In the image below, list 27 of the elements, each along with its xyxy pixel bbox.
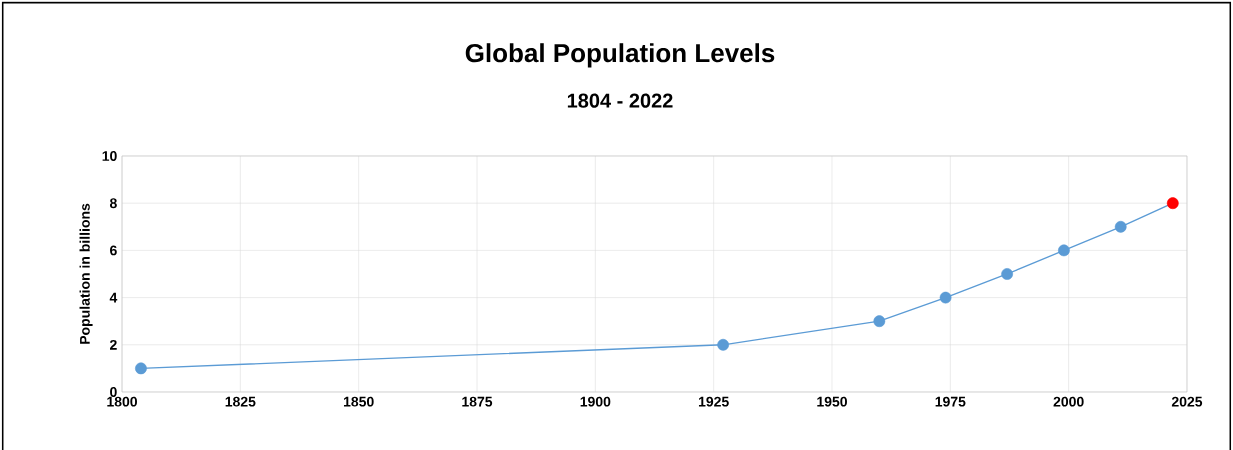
point xyxy=(1114,220,1127,233)
x-tick-label: 2000 xyxy=(1053,396,1084,407)
chart-subtitle: 1804 - 2022 xyxy=(567,93,673,108)
y-tick-label: 10 xyxy=(102,151,117,161)
y-tick-label: 2 xyxy=(110,339,117,350)
x-tick-label: 2025 xyxy=(1171,396,1203,407)
x-tick-label: 1850 xyxy=(343,396,374,407)
x-tick-label: 1825 xyxy=(225,396,256,407)
point xyxy=(1166,197,1179,210)
point xyxy=(1001,268,1013,280)
y-tick-label: 0 xyxy=(110,387,117,397)
point xyxy=(135,362,147,375)
chart-title: Global Population Levels xyxy=(465,43,775,68)
x-tick-label: 1875 xyxy=(462,396,493,407)
x-tick-label: 1975 xyxy=(935,396,966,407)
point xyxy=(939,291,952,304)
y-tick-label: 8 xyxy=(109,198,117,209)
x-tick-label: 1800 xyxy=(107,396,138,407)
x-tick-label: 1925 xyxy=(698,396,729,407)
point xyxy=(1058,244,1070,257)
y-tick-label: 6 xyxy=(110,245,117,256)
point xyxy=(873,315,886,328)
x-tick-label: 1900 xyxy=(580,396,611,407)
y-axis-title: Population in billions xyxy=(79,203,93,344)
x-tick-label: 1950 xyxy=(817,396,847,407)
point xyxy=(717,338,729,351)
y-tick-label: 4 xyxy=(109,292,118,303)
